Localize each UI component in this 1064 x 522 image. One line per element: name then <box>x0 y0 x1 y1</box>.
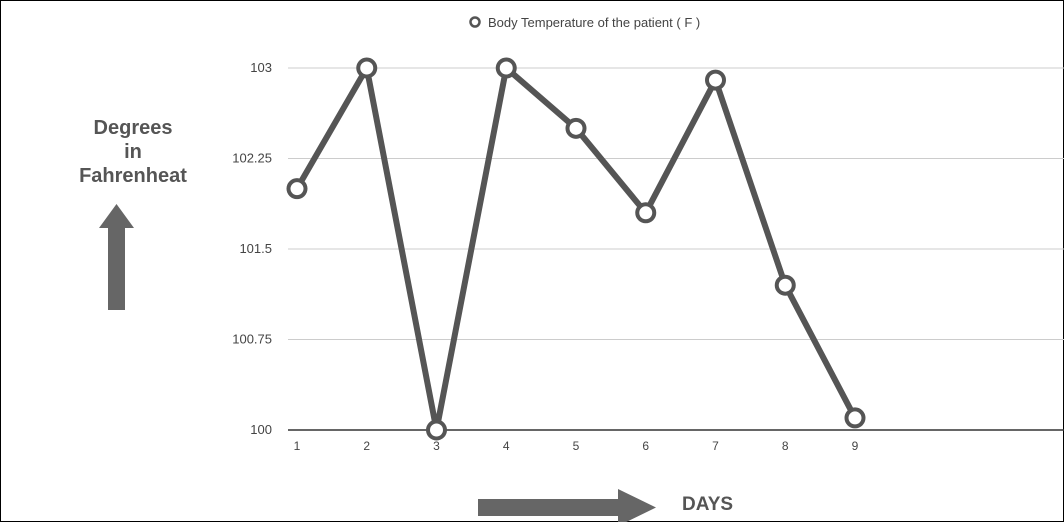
y-tick-labels: 100 100.75 101.5 102.25 103 <box>232 60 272 437</box>
x-arrow-head <box>618 489 656 522</box>
x-tick-label: 6 <box>642 439 649 453</box>
x-arrow <box>478 489 656 522</box>
data-point <box>705 69 726 91</box>
y-axis-label: Degrees in Fahrenheat <box>58 116 208 188</box>
x-tick-label: 3 <box>433 439 440 453</box>
y-tick-label: 100 <box>250 422 272 437</box>
y-axis-label-line-1: Degrees <box>93 117 173 139</box>
y-arrow-shaft <box>108 228 125 310</box>
series-temperature <box>286 57 866 441</box>
data-point <box>495 57 517 79</box>
x-tick-labels: 1 2 3 4 5 6 7 8 9 <box>294 439 859 453</box>
x-tick-label: 5 <box>573 439 580 453</box>
x-tick-label: 8 <box>782 439 789 453</box>
y-tick-label: 103 <box>250 60 272 75</box>
data-point <box>844 407 866 429</box>
x-tick-label: 2 <box>363 439 370 453</box>
legend-marker <box>469 16 481 28</box>
x-tick-label: 1 <box>294 439 301 453</box>
y-tick-label: 100.75 <box>232 332 272 347</box>
legend: Body Temperature of the patient ( F ) <box>469 15 700 30</box>
x-tick-label: 7 <box>712 439 719 453</box>
legend-label: Body Temperature of the patient ( F ) <box>488 15 700 30</box>
data-point <box>286 178 308 200</box>
y-tick-label: 101.5 <box>239 241 272 256</box>
y-axis-label-line-3: Fahrenheat <box>79 165 187 187</box>
x-tick-label: 9 <box>852 439 859 453</box>
data-point <box>426 419 447 441</box>
y-arrow <box>99 204 134 310</box>
x-arrow-shaft <box>478 499 618 516</box>
data-point <box>356 57 378 79</box>
y-tick-label: 102.25 <box>232 151 272 166</box>
data-point <box>774 274 796 296</box>
y-axis-label-line-2: in <box>124 141 142 163</box>
data-point <box>635 202 657 224</box>
x-tick-label: 4 <box>503 439 510 453</box>
x-axis-label: DAYS <box>682 494 733 515</box>
data-point <box>565 117 587 139</box>
y-arrow-head <box>99 204 134 228</box>
